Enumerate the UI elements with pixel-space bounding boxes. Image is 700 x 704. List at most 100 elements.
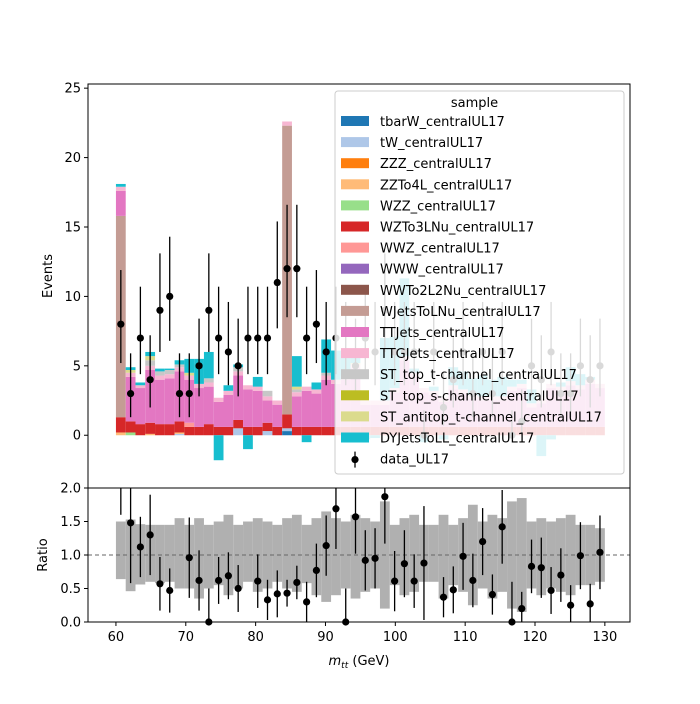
- stack-bar: [155, 379, 165, 425]
- stack-bar: [233, 428, 244, 436]
- ratio-y-tick-label: 0.5: [60, 582, 81, 597]
- legend-swatch: [341, 158, 369, 169]
- ratio-point: [527, 562, 536, 570]
- ratio-y-tick-label: 1.0: [60, 549, 81, 564]
- stack-bar: [164, 424, 175, 436]
- ratio-point: [479, 538, 487, 546]
- ratio-point: [166, 586, 174, 595]
- ratio-point: [293, 578, 301, 587]
- data-point: [195, 362, 203, 370]
- ratio-uncertainty-band: [438, 514, 449, 599]
- ratio-point: [146, 531, 154, 539]
- data-point: [175, 389, 184, 398]
- ratio-point: [518, 605, 526, 613]
- legend-label: WZTo3LNu_centralUL17: [380, 221, 534, 236]
- y-tick-label: 0: [73, 429, 81, 444]
- stack-bar: [164, 369, 175, 375]
- legend-swatch: [341, 263, 369, 274]
- ratio-uncertainty-band: [291, 514, 302, 592]
- ratio-uncertainty-band: [233, 524, 244, 589]
- stack-bar: [174, 432, 185, 434]
- ratio-y-tick-label: 2.0: [60, 482, 81, 497]
- data-point: [166, 292, 174, 301]
- ratio-uncertainty-band: [115, 521, 126, 580]
- data-point: [244, 334, 252, 342]
- ratio-point: [420, 559, 428, 567]
- x-tick-label: 130: [592, 630, 617, 645]
- legend-title: sample: [451, 96, 498, 111]
- stack-bar: [311, 393, 322, 427]
- stack-bar: [115, 432, 126, 436]
- stack-bar: [223, 390, 234, 395]
- x-tick-label: 90: [317, 630, 334, 645]
- stack-bar: [155, 375, 165, 380]
- legend-swatch: [341, 179, 369, 190]
- ratio-point: [488, 590, 497, 599]
- ratio-uncertainty-band: [155, 524, 165, 584]
- data-point: [205, 306, 213, 314]
- legend-label: WZZ_centralUL17: [380, 199, 496, 214]
- x-tick-label: 120: [523, 630, 548, 645]
- stack-bar: [164, 378, 175, 425]
- stack-bar: [164, 374, 175, 379]
- data-point: [283, 265, 291, 273]
- ratio-point: [195, 576, 203, 585]
- ratio-point: [410, 577, 418, 585]
- legend-swatch: [341, 327, 369, 337]
- legend-label: WWZ_centralUL17: [380, 242, 500, 257]
- stack-bar: [243, 435, 253, 450]
- ratio-point: [312, 566, 320, 575]
- legend-label: ST_top_s-channel_centralUL17: [380, 389, 579, 404]
- ratio-uncertainty-band: [585, 524, 596, 586]
- ratio-point: [547, 586, 555, 595]
- legend-swatch: [341, 242, 369, 253]
- ratio-uncertainty-band: [350, 514, 361, 599]
- data-point: [117, 320, 125, 328]
- ratio-uncertainty-band: [213, 521, 224, 586]
- stack-bar: [115, 183, 126, 187]
- stack-bar: [194, 388, 204, 427]
- ratio-plot: 0.0 0.5 1.0 1.5 2.0 60 70 80 90 100 110 120 130 Ratio…: [36, 482, 631, 671]
- data-point: [303, 334, 311, 342]
- ratio-point: [234, 584, 242, 593]
- stack-bar: [262, 422, 273, 432]
- legend-swatch: [341, 284, 369, 295]
- stack-bar: [135, 382, 146, 386]
- stack-bar: [243, 389, 253, 427]
- legend-label: TTGJets_centralUL17: [379, 347, 515, 362]
- legend-swatch: [341, 348, 369, 359]
- data-point: [293, 265, 301, 273]
- legend-swatch: [341, 432, 369, 443]
- x-tick-label: 80: [247, 630, 264, 645]
- stack-bar: [311, 382, 322, 390]
- stack-bar: [282, 121, 292, 126]
- stack-bar: [155, 424, 165, 436]
- legend-label: ST_top_t-channel_centralUL17: [380, 368, 577, 383]
- stack-bar: [145, 422, 156, 434]
- stack-bar: [252, 376, 263, 387]
- ratio-uncertainty-band: [516, 498, 527, 612]
- ratio-point: [567, 601, 575, 609]
- ratio-point: [322, 542, 330, 550]
- stack-bar: [203, 351, 214, 379]
- legend-swatch: [341, 137, 369, 148]
- ratio-point: [156, 580, 164, 588]
- stack-bar: [243, 426, 253, 436]
- ratio-point: [576, 552, 585, 560]
- stack-bar: [321, 379, 332, 427]
- legend: sample tbarW_centralUL17 tW_centralUL17 ZZZ…: [334, 90, 625, 475]
- stack-bar: [164, 368, 175, 370]
- stack-bar: [213, 401, 224, 427]
- ratio-point: [498, 523, 506, 531]
- ratio-point: [596, 548, 604, 556]
- ratio-uncertainty-band: [272, 524, 283, 582]
- stack-bar: [125, 432, 136, 436]
- data-point: [224, 348, 232, 356]
- ratio-point: [371, 554, 379, 562]
- ratio-uncertainty-band: [331, 518, 341, 596]
- legend-swatch: [341, 116, 369, 126]
- legend-label: WWTo2L2Nu_centralUL17: [380, 284, 546, 299]
- stack-bar: [184, 426, 195, 436]
- ratio-point: [224, 572, 232, 580]
- stack-bar: [272, 400, 283, 405]
